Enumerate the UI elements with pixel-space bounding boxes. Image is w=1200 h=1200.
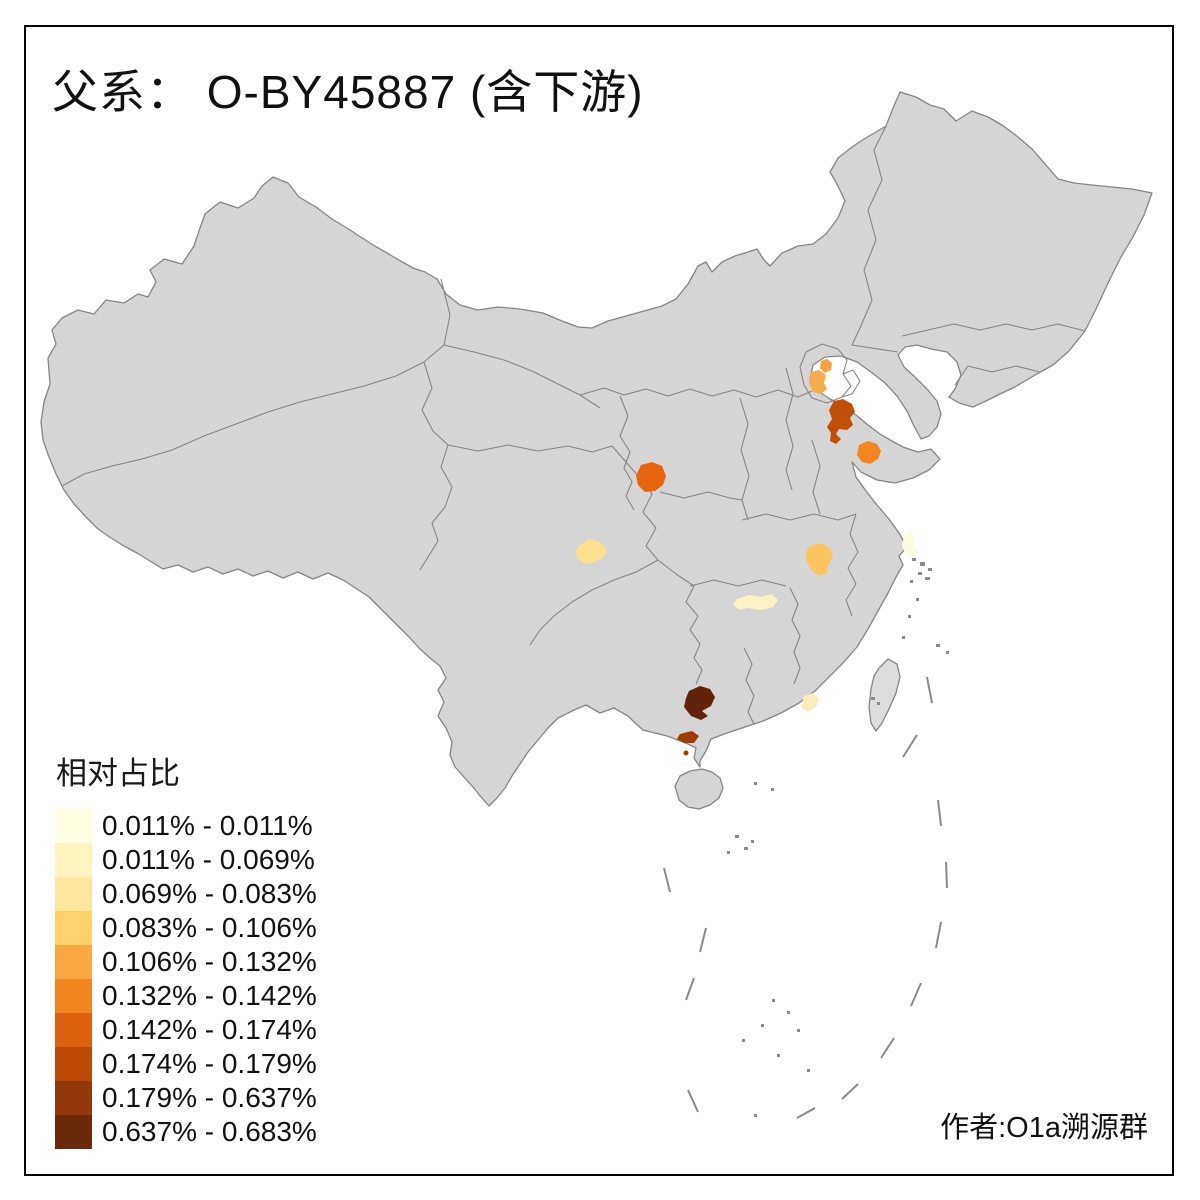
legend-title: 相对占比 [56,756,180,791]
legend-rows: 0.011% - 0.011% 0.011% - 0.069% 0.069% -… [55,809,317,1149]
legend-label: 0.132% - 0.142% [102,980,317,1011]
highlight-region-8 [902,530,918,557]
legend-swatch [55,843,92,877]
map-title: 父系： O-BY45887 (含下游) [52,66,644,118]
author-credit: 作者:O1a溯源群 [940,1112,1148,1144]
legend-item: 0.069% - 0.083% [55,877,317,911]
legend: 相对占比 0.011% - 0.011% 0.011% - 0.069% 0.0… [55,748,317,1149]
legend-item: 0.142% - 0.174% [55,1013,317,1047]
highlight-region-12 [677,731,699,743]
highlight-region-12-islet [683,750,689,756]
legend-swatch [55,1047,92,1081]
highlight-region-11 [684,686,715,720]
highlight-region-9 [733,594,778,610]
legend-swatch [55,1081,92,1115]
china-outline [40,91,1153,807]
legend-item: 0.011% - 0.069% [55,843,317,877]
highlight-regions [575,359,918,756]
legend-swatch [55,945,92,979]
legend-label: 0.106% - 0.132% [102,946,317,977]
legend-swatch [55,911,92,945]
highlight-region-10 [801,693,819,712]
legend-item: 0.083% - 0.106% [55,911,317,945]
nine-dash-line [663,676,948,1119]
highlight-region-2 [809,370,827,394]
legend-label: 0.174% - 0.179% [102,1048,317,1079]
highlight-region-6 [575,539,607,564]
legend-label: 0.011% - 0.069% [102,844,315,875]
legend-item: 0.179% - 0.637% [55,1081,317,1115]
province-borders [61,125,1086,725]
legend-label: 0.069% - 0.083% [102,878,317,909]
highlight-region-7 [806,543,833,576]
legend-label: 0.637% - 0.683% [102,1116,317,1147]
legend-swatch [55,1013,92,1047]
legend-label: 0.179% - 0.637% [102,1082,317,1113]
small-islands [727,558,949,1117]
legend-label: 0.142% - 0.174% [102,1014,317,1045]
legend-swatch [55,979,92,1013]
legend-item: 0.637% - 0.683% [55,1115,317,1149]
legend-swatch [55,809,92,843]
legend-item: 0.011% - 0.011% [55,809,317,843]
legend-label: 0.083% - 0.106% [102,912,317,943]
highlight-region-4 [857,441,881,464]
taiwan-island [868,658,901,733]
legend-label: 0.011% - 0.011% [102,810,313,841]
legend-item: 0.132% - 0.142% [55,979,317,1013]
legend-swatch [55,877,92,911]
highlight-region-5 [636,462,666,492]
highlight-region-1 [820,359,832,373]
highlight-region-3 [827,399,855,444]
hainan-island [674,768,724,810]
legend-item: 0.174% - 0.179% [55,1047,317,1081]
mainland-landmass [40,91,1153,810]
legend-swatch [55,1115,92,1149]
legend-item: 0.106% - 0.132% [55,945,317,979]
